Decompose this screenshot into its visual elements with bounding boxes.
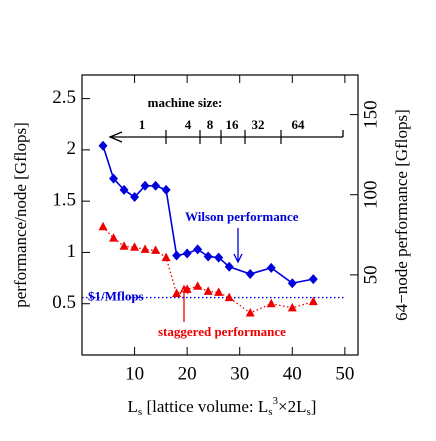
data-point xyxy=(172,250,182,261)
data-point xyxy=(224,292,234,302)
machine-size-label: 16 xyxy=(226,117,240,132)
data-point xyxy=(245,268,255,279)
y2-tick-label: 100 xyxy=(360,180,381,209)
x-tick-label: 40 xyxy=(283,363,302,384)
y-tick-label: 2.5 xyxy=(52,87,76,108)
y-axis-label: performance/node [Gflops] xyxy=(11,122,30,308)
data-point xyxy=(214,287,224,296)
x-axis-label-part: s xyxy=(307,406,311,418)
data-point xyxy=(182,284,192,293)
data-point xyxy=(130,242,140,251)
y2-tick-label: 150 xyxy=(360,100,381,128)
machine-size-title: machine size: xyxy=(148,95,223,110)
x-axis-label-part: s xyxy=(138,406,142,418)
data-point xyxy=(119,184,129,195)
wilson-arrow xyxy=(233,228,243,264)
y-tick-label: 2 xyxy=(67,138,77,159)
data-point xyxy=(287,278,297,289)
data-point xyxy=(287,302,297,312)
data-point xyxy=(245,307,255,317)
data-point xyxy=(193,244,203,255)
data-point xyxy=(266,298,276,308)
data-point xyxy=(172,288,182,297)
machine-size-label: 4 xyxy=(185,117,192,132)
data-point xyxy=(119,241,129,250)
x-tick-label: 20 xyxy=(178,363,197,384)
data-point xyxy=(161,252,171,262)
data-point xyxy=(182,248,192,259)
x-tick-label: 50 xyxy=(335,363,354,384)
data-point xyxy=(203,251,213,262)
x-axis-label-part: s xyxy=(268,406,272,418)
x-tick-label: 30 xyxy=(230,363,249,384)
data-point xyxy=(203,286,213,295)
machine-size-label: 32 xyxy=(252,117,265,132)
y-tick-label: 1 xyxy=(67,241,77,262)
y-tick-label: 0.5 xyxy=(52,292,76,313)
data-point xyxy=(98,221,108,231)
y2-axis-label: 64−node performance [Gflops] xyxy=(392,109,411,321)
data-point xyxy=(224,261,234,272)
data-point xyxy=(214,252,224,263)
x-axis-label-part: ×2L xyxy=(278,397,306,416)
machine-size-label: 8 xyxy=(207,117,214,132)
x-tick-label: 10 xyxy=(125,363,144,384)
x-axis-label-part: ] xyxy=(311,397,317,416)
wilson-annotation: Wilson performance xyxy=(185,209,299,224)
x-axis-label-part: 3 xyxy=(273,395,279,407)
machine-size-label: 64 xyxy=(292,117,306,132)
x-axis-label-part: [lattice volume: L xyxy=(142,397,268,416)
data-point xyxy=(308,274,318,285)
data-point xyxy=(266,262,276,273)
data-point xyxy=(140,244,150,253)
data-point xyxy=(130,192,140,203)
machine-size-label: 1 xyxy=(139,117,146,132)
y-tick-label: 1.5 xyxy=(52,190,76,211)
data-point xyxy=(308,296,318,306)
data-point xyxy=(151,180,161,191)
data-point xyxy=(193,281,203,290)
reference-label: $1/Mflops xyxy=(88,289,144,304)
plot-frame xyxy=(81,74,359,356)
staggered-annotation: staggered performance xyxy=(158,324,286,339)
data-point xyxy=(151,245,161,254)
data-point xyxy=(109,233,119,242)
data-point xyxy=(140,180,150,191)
x-axis-label-part: L xyxy=(128,397,138,416)
machine-size-arrow xyxy=(108,130,344,143)
y2-tick-label: 50 xyxy=(360,265,381,284)
data-point xyxy=(98,140,108,151)
series-line xyxy=(102,226,314,314)
data-point xyxy=(161,184,171,195)
x-axis-label: Ls [lattice volume: Ls3×2Ls] xyxy=(128,395,317,418)
data-point xyxy=(109,173,119,184)
